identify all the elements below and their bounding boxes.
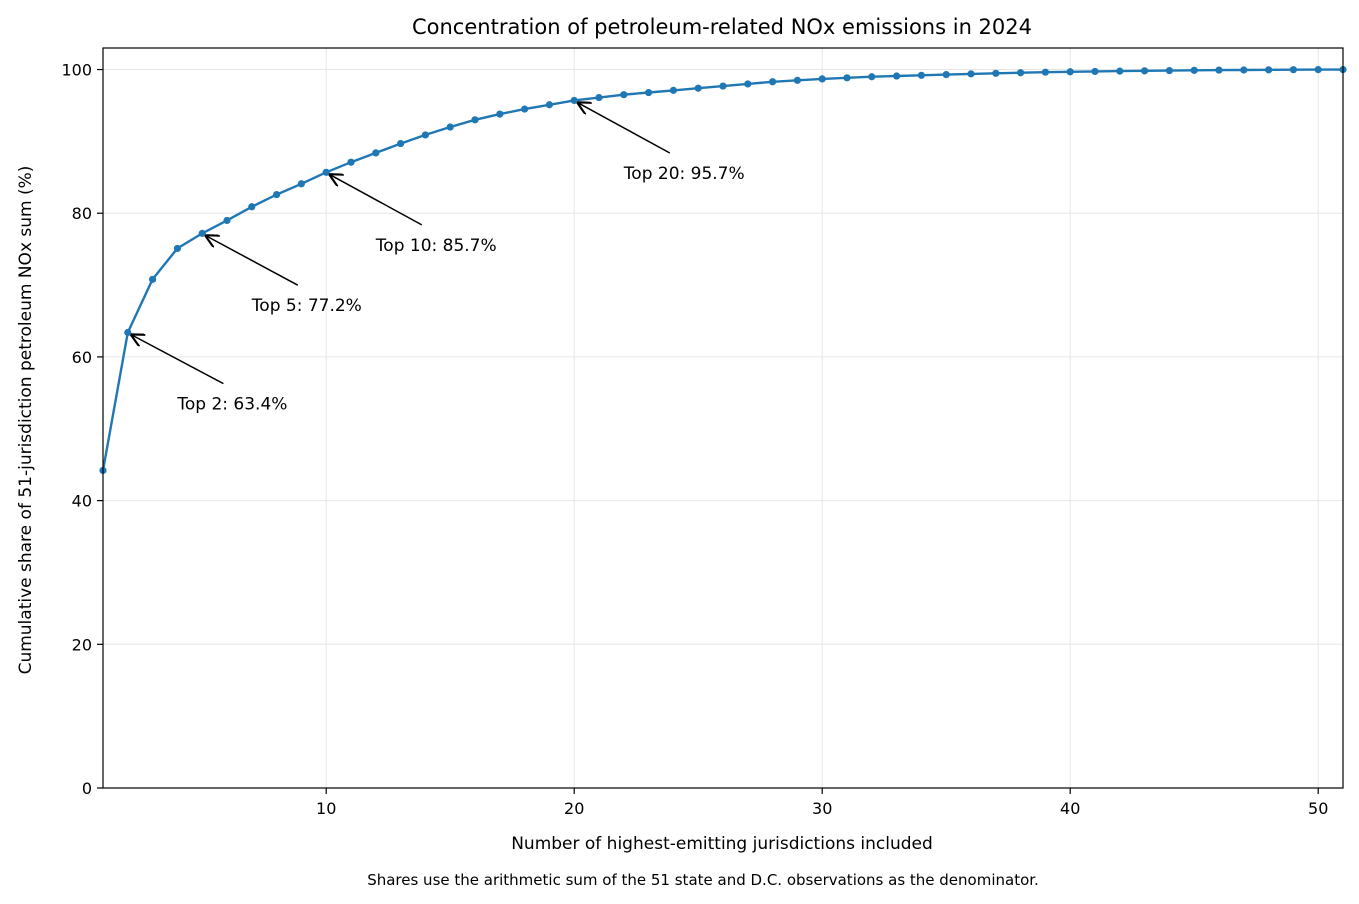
x-tick-label: 50: [1308, 799, 1328, 818]
data-point: [1041, 68, 1049, 76]
annotation-arrow: [330, 175, 423, 226]
data-point: [645, 88, 653, 97]
data-point: [496, 110, 504, 118]
data-point: [719, 82, 727, 90]
annotation-label: Top 20: 95.7%: [623, 164, 745, 184]
data-point: [1165, 66, 1173, 75]
annotation-arrow: [578, 103, 671, 154]
annotation-arrow: [206, 236, 299, 286]
gridlines: [103, 48, 1343, 789]
x-axis-label: Number of highest-emitting jurisdictions…: [511, 834, 933, 854]
data-point: [198, 229, 206, 237]
y-tick-label: 20: [72, 635, 92, 654]
series-layer: [99, 65, 1347, 475]
data-point: [446, 123, 454, 131]
data-point: [347, 158, 355, 166]
data-point: [273, 190, 281, 199]
x-tick-label: 30: [812, 799, 832, 818]
data-point: [1141, 67, 1149, 75]
data-point: [1289, 66, 1297, 74]
data-point: [570, 96, 578, 105]
y-tick-label: 80: [72, 204, 92, 223]
data-point: [1240, 66, 1248, 74]
data-point: [124, 328, 132, 337]
data-point: [471, 116, 479, 124]
data-point: [248, 203, 256, 211]
data-point: [744, 80, 752, 88]
data-point: [620, 91, 628, 99]
plot-frame: [102, 47, 1344, 789]
data-point: [694, 84, 702, 92]
annotation-label: Top 2: 63.4%: [176, 395, 287, 415]
annotation-label: Top 10: 85.7%: [375, 236, 497, 256]
data-point: [992, 69, 1000, 77]
data-point: [942, 70, 950, 79]
x-tick-label: 40: [1060, 799, 1080, 818]
annotations: Top 2: 63.4% Top 5: 77.2% Top 10: 85.7% Top…: [132, 103, 745, 415]
data-point: [917, 71, 926, 79]
data-point: [1265, 66, 1273, 74]
data-point: [397, 139, 405, 148]
chart-title: Concentration of petroleum-related NOx e…: [412, 15, 1032, 39]
data-point: [669, 86, 678, 94]
data-point: [1017, 69, 1025, 77]
series-line: [101, 68, 1343, 471]
y-axis-label: Cumulative share of 51-jurisdiction petr…: [16, 166, 36, 675]
data-point: [372, 149, 380, 157]
annotation-arrow: [132, 335, 224, 385]
data-point: [223, 216, 231, 225]
data-point: [967, 70, 975, 78]
y-tick-label: 100: [61, 61, 92, 80]
y-axis: 0 20 40 60 80 100: [61, 61, 103, 798]
data-point: [521, 105, 529, 113]
data-point: [173, 244, 181, 253]
annotation-label: Top 5: 77.2%: [251, 296, 362, 316]
data-point: [1314, 66, 1322, 74]
y-tick-label: 60: [72, 348, 92, 367]
x-tick-label: 10: [316, 799, 336, 818]
data-point: [769, 78, 777, 86]
data-point: [868, 73, 876, 81]
chart-caption: Shares use the arithmetic sum of the 51 …: [367, 871, 1039, 889]
data-point: [1190, 66, 1198, 74]
data-point: [1215, 66, 1223, 74]
data-point: [297, 180, 305, 188]
data-point: [818, 75, 826, 83]
data-point: [545, 101, 554, 109]
data-point: [893, 72, 901, 80]
data-point: [595, 93, 603, 102]
data-point: [421, 131, 429, 139]
data-point: [1066, 68, 1074, 76]
x-tick-label: 20: [564, 799, 584, 818]
data-point: [322, 168, 330, 176]
y-tick-label: 0: [82, 779, 92, 798]
data-point: [1116, 67, 1124, 75]
y-tick-label: 40: [72, 492, 92, 511]
x-axis: 10 20 30 40 50: [316, 788, 1328, 818]
data-point: [793, 76, 802, 84]
data-point: [1091, 67, 1099, 76]
data-point: [149, 275, 157, 283]
data-point: [843, 74, 851, 82]
